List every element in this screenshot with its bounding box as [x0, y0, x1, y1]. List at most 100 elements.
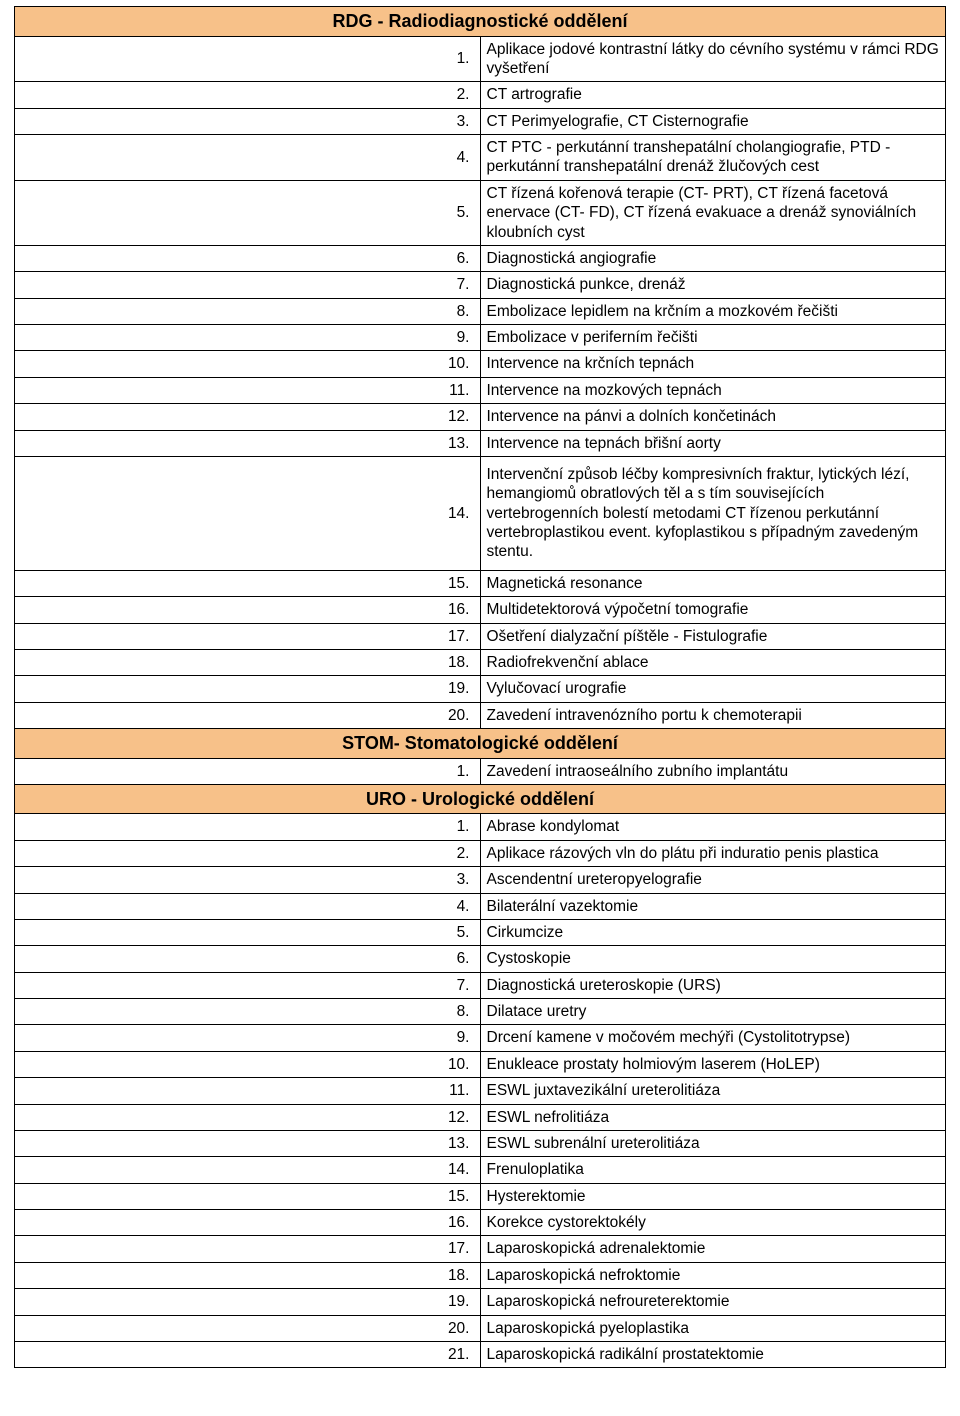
row-text: Ascendentní ureteropyelografie — [480, 867, 946, 893]
table-row: 9.Drcení kamene v močovém mechýři (Cysto… — [15, 1025, 946, 1051]
table-row: 2.CT artrografie — [15, 82, 946, 108]
row-text: Diagnostická ureteroskopie (URS) — [480, 972, 946, 998]
row-number: 6. — [15, 946, 481, 972]
row-number: 9. — [15, 325, 481, 351]
table-row: 13.Intervence na tepnách břišní aorty — [15, 430, 946, 456]
row-number: 13. — [15, 1130, 481, 1156]
row-text: Drcení kamene v močovém mechýři (Cystoli… — [480, 1025, 946, 1051]
table-row: 16.Korekce cystorektokély — [15, 1210, 946, 1236]
table-row: 5.Cirkumcize — [15, 919, 946, 945]
row-text: Dilatace uretry — [480, 999, 946, 1025]
row-number: 10. — [15, 1051, 481, 1077]
table-row: 14.Frenuloplatika — [15, 1157, 946, 1183]
table-row: 8.Embolizace lepidlem na krčním a mozkov… — [15, 298, 946, 324]
table-row: 19.Vylučovací urografie — [15, 676, 946, 702]
row-text: Multidetektorová výpočetní tomografie — [480, 597, 946, 623]
row-number: 3. — [15, 108, 481, 134]
row-text: ESWL nefrolitiáza — [480, 1104, 946, 1130]
table-row: 7.Diagnostická punkce, drenáž — [15, 272, 946, 298]
row-text: Cirkumcize — [480, 919, 946, 945]
table-row: 12.ESWL nefrolitiáza — [15, 1104, 946, 1130]
row-number: 14. — [15, 456, 481, 570]
table-row: 11.ESWL juxtavezikální ureterolitiáza — [15, 1078, 946, 1104]
row-text: Intervence na krčních tepnách — [480, 351, 946, 377]
procedures-table: RDG - Radiodiagnostické oddělení1. Aplika… — [14, 6, 946, 1368]
row-text: Bilaterální vazektomie — [480, 893, 946, 919]
row-number: 7. — [15, 972, 481, 998]
table-row: 10.Enukleace prostaty holmiovým laserem … — [15, 1051, 946, 1077]
row-number: 20. — [15, 702, 481, 728]
row-number: 19. — [15, 676, 481, 702]
table-row: 5.CT řízená kořenová terapie (CT- PRT), … — [15, 180, 946, 245]
row-text: ESWL juxtavezikální ureterolitiáza — [480, 1078, 946, 1104]
table-row: 20.Laparoskopická pyeloplastika — [15, 1315, 946, 1341]
table-row: 6.Cystoskopie — [15, 946, 946, 972]
row-text: CT Perimyelografie, CT Cisternografie — [480, 108, 946, 134]
row-number: 2. — [15, 840, 481, 866]
table-row: 18.Laparoskopická nefroktomie — [15, 1262, 946, 1288]
row-text: Diagnostická angiografie — [480, 245, 946, 271]
row-text: CT PTC - perkutánní transhepatální chola… — [480, 135, 946, 181]
row-text: Frenuloplatika — [480, 1157, 946, 1183]
row-number: 7. — [15, 272, 481, 298]
row-number: 12. — [15, 1104, 481, 1130]
row-text: Embolizace v periferním řečišti — [480, 325, 946, 351]
row-text: Laparoskopická nefroktomie — [480, 1262, 946, 1288]
section-header: RDG - Radiodiagnostické oddělení — [15, 7, 946, 37]
row-number: 5. — [15, 180, 481, 245]
table-row: 4.CT PTC - perkutánní transhepatální cho… — [15, 135, 946, 181]
document-page: RDG - Radiodiagnostické oddělení1. Aplika… — [0, 0, 960, 1388]
row-text: Zavedení intraoseálního zubního implantá… — [480, 758, 946, 784]
row-number: 17. — [15, 1236, 481, 1262]
row-text: Laparoskopická pyeloplastika — [480, 1315, 946, 1341]
row-number: 18. — [15, 1262, 481, 1288]
table-row: 4.Bilaterální vazektomie — [15, 893, 946, 919]
row-number: 11. — [15, 377, 481, 403]
row-text: Zavedení intravenózního portu k chemoter… — [480, 702, 946, 728]
row-text: CT řízená kořenová terapie (CT- PRT), CT… — [480, 180, 946, 245]
row-text: Laparoskopická nefroureterektomie — [480, 1289, 946, 1315]
row-text: Aplikace rázových vln do plátu při indur… — [480, 840, 946, 866]
row-number: 4. — [15, 893, 481, 919]
row-number: 10. — [15, 351, 481, 377]
row-number: 14. — [15, 1157, 481, 1183]
row-text: Vylučovací urografie — [480, 676, 946, 702]
row-number: 9. — [15, 1025, 481, 1051]
row-number: 12. — [15, 404, 481, 430]
row-text: Intervence na tepnách břišní aorty — [480, 430, 946, 456]
row-number: 13. — [15, 430, 481, 456]
table-row: 7.Diagnostická ureteroskopie (URS) — [15, 972, 946, 998]
table-row: 15.Hysterektomie — [15, 1183, 946, 1209]
row-text: Intervenční způsob léčby kompresivních f… — [480, 456, 946, 570]
row-text: Diagnostická punkce, drenáž — [480, 272, 946, 298]
table-row: 8.Dilatace uretry — [15, 999, 946, 1025]
row-number: 5. — [15, 919, 481, 945]
row-number: 20. — [15, 1315, 481, 1341]
section-header: URO - Urologické oddělení — [15, 784, 946, 814]
row-number: 2. — [15, 82, 481, 108]
row-number: 1. — [15, 36, 481, 82]
row-number: 17. — [15, 623, 481, 649]
row-number: 19. — [15, 1289, 481, 1315]
section-header: STOM- Stomatologické oddělení — [15, 729, 946, 759]
table-row: 16.Multidetektorová výpočetní tomografie — [15, 597, 946, 623]
row-text: ESWL subrenální ureterolitiáza — [480, 1130, 946, 1156]
row-number: 18. — [15, 649, 481, 675]
row-number: 8. — [15, 999, 481, 1025]
row-number: 15. — [15, 1183, 481, 1209]
row-text: Abrase kondylomat — [480, 814, 946, 840]
row-text: CT artrografie — [480, 82, 946, 108]
row-number: 11. — [15, 1078, 481, 1104]
row-text: Intervence na mozkových tepnách — [480, 377, 946, 403]
row-text: Laparoskopická radikální prostatektomie — [480, 1341, 946, 1367]
table-row: 21.Laparoskopická radikální prostatektom… — [15, 1341, 946, 1367]
table-row: 12.Intervence na pánvi a dolních končeti… — [15, 404, 946, 430]
table-row: 11.Intervence na mozkových tepnách — [15, 377, 946, 403]
row-text: Korekce cystorektokély — [480, 1210, 946, 1236]
table-row: 2.Aplikace rázových vln do plátu při ind… — [15, 840, 946, 866]
table-row: 14.Intervenční způsob léčby kompresivníc… — [15, 456, 946, 570]
table-row: 18.Radiofrekvenční ablace — [15, 649, 946, 675]
table-row: 1.Abrase kondylomat — [15, 814, 946, 840]
row-number: 6. — [15, 245, 481, 271]
table-row: 9.Embolizace v periferním řečišti — [15, 325, 946, 351]
